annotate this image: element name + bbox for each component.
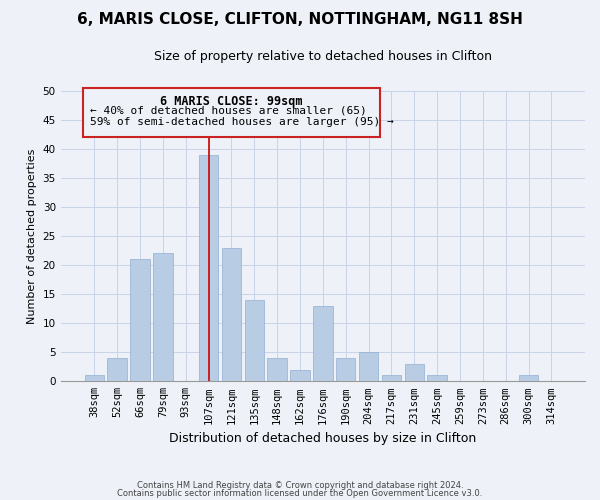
Text: 59% of semi-detached houses are larger (95) →: 59% of semi-detached houses are larger (… (89, 116, 394, 126)
Text: 6, MARIS CLOSE, CLIFTON, NOTTINGHAM, NG11 8SH: 6, MARIS CLOSE, CLIFTON, NOTTINGHAM, NG1… (77, 12, 523, 28)
Bar (382, 376, 401, 382)
Title: Size of property relative to detached houses in Clifton: Size of property relative to detached ho… (154, 50, 492, 63)
Bar (199, 154, 218, 382)
Bar (245, 300, 264, 382)
Bar (290, 370, 310, 382)
Bar (404, 364, 424, 382)
Y-axis label: Number of detached properties: Number of detached properties (27, 148, 37, 324)
Bar (153, 254, 173, 382)
Bar (130, 259, 149, 382)
Bar (268, 358, 287, 382)
Bar (85, 376, 104, 382)
Bar (221, 248, 241, 382)
Bar (313, 306, 332, 382)
Bar (359, 352, 378, 382)
Bar (107, 358, 127, 382)
Bar (519, 376, 538, 382)
Text: ← 40% of detached houses are smaller (65): ← 40% of detached houses are smaller (65… (89, 105, 367, 115)
Bar (336, 358, 355, 382)
Text: Contains HM Land Registry data © Crown copyright and database right 2024.: Contains HM Land Registry data © Crown c… (137, 481, 463, 490)
X-axis label: Distribution of detached houses by size in Clifton: Distribution of detached houses by size … (169, 432, 476, 445)
FancyBboxPatch shape (83, 88, 380, 137)
Text: 6 MARIS CLOSE: 99sqm: 6 MARIS CLOSE: 99sqm (160, 95, 302, 108)
Bar (427, 376, 447, 382)
Text: Contains public sector information licensed under the Open Government Licence v3: Contains public sector information licen… (118, 488, 482, 498)
